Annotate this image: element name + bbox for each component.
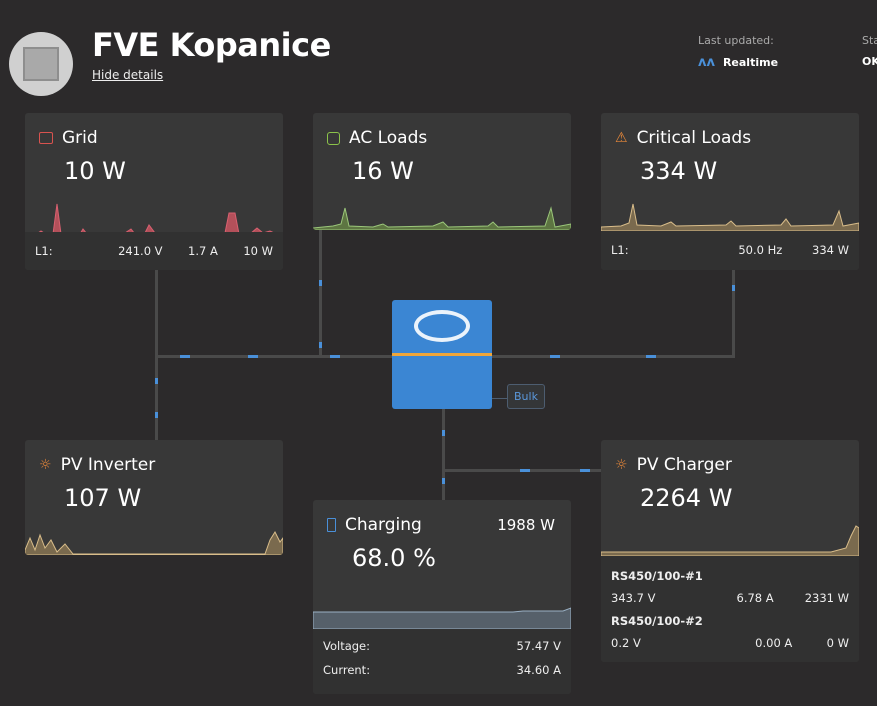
device-voltage: 0.2 V — [611, 636, 641, 650]
mppt-device: RS450/100-#1 343.7 V 6.78 A 2331 W — [601, 569, 859, 605]
pv-charger-title: PV Charger — [636, 455, 732, 475]
victron-logo-icon — [414, 310, 470, 342]
charger-state-badge: Bulk — [507, 384, 545, 409]
realtime-label: Realtime — [722, 56, 779, 69]
grid-title: Grid — [62, 128, 98, 148]
battery-current: 34.60 A — [516, 663, 561, 677]
grid-icon — [39, 132, 53, 144]
battery-icon — [327, 518, 336, 532]
last-updated-value: ʌʌ Realtime — [698, 55, 778, 70]
hide-details-link[interactable]: Hide details — [92, 68, 164, 82]
inverter-charger[interactable] — [392, 300, 492, 409]
pv-inverter-title: PV Inverter — [60, 455, 156, 475]
sun-icon: ☼ — [39, 457, 52, 473]
pv-inverter-chart — [25, 530, 283, 555]
last-updated-label: Last updated: — [698, 34, 774, 47]
battery-card[interactable]: Charging 1988 W 68.0 % Voltage: 57.47 V C… — [313, 500, 571, 694]
grid-phase: L1: — [35, 244, 53, 258]
pv-charger-chart — [601, 525, 859, 556]
warning-icon: ⚠ — [615, 130, 628, 146]
device-voltage: 343.7 V — [611, 591, 656, 605]
grid-voltage: 241.0 V — [118, 244, 163, 258]
critical-phase: L1: — [611, 243, 629, 257]
ac-loads-power: 16 W — [352, 157, 414, 185]
device-name: RS450/100-#1 — [611, 569, 703, 583]
critical-loads-card[interactable]: ⚠ Critical Loads 334 W L1: 50.0 Hz 334 W — [601, 113, 859, 270]
pv-inverter-power: 107 W — [64, 484, 142, 512]
battery-soc: 68.0 % — [352, 544, 436, 572]
status-value: OK — [862, 55, 877, 68]
connector — [442, 409, 445, 500]
grid-watts: 10 W — [243, 244, 273, 258]
ac-loads-title: AC Loads — [349, 128, 428, 148]
ac-loads-card[interactable]: AC Loads 16 W — [313, 113, 571, 230]
battery-voltage: 57.47 V — [516, 639, 561, 653]
current-label: Current: — [323, 663, 371, 677]
critical-frequency: 50.0 Hz — [738, 243, 783, 257]
voltage-label: Voltage: — [323, 639, 371, 653]
critical-loads-chart — [601, 203, 859, 231]
page-title: FVE Kopanice — [92, 26, 331, 64]
battery-power: 1988 W — [497, 516, 555, 534]
inverter-divider — [392, 353, 492, 356]
connector — [492, 398, 507, 399]
pv-charger-card[interactable]: ☼ PV Charger 2264 W RS450/100-#1 343.7 V 6… — [601, 440, 859, 662]
status-label: Status — [862, 34, 877, 47]
grid-card[interactable]: Grid 10 W L1: 241.0 V 1.7 A 10 W — [25, 113, 283, 270]
connector — [155, 355, 392, 358]
realtime-wave-icon: ʌʌ — [698, 55, 715, 70]
mppt-device: RS450/100-#2 0.2 V 0.00 A 0 W — [601, 614, 859, 650]
grid-power: 10 W — [64, 157, 126, 185]
connector — [732, 270, 735, 356]
battery-chart — [313, 607, 571, 629]
device-watts: 0 W — [826, 636, 849, 650]
device-current: 6.78 A — [736, 591, 774, 605]
critical-watts: 334 W — [812, 243, 849, 257]
device-current: 0.00 A — [755, 636, 793, 650]
sun-icon: ☼ — [615, 457, 628, 473]
pv-charger-power: 2264 W — [640, 484, 733, 512]
critical-loads-title: Critical Loads — [636, 128, 752, 148]
site-avatar — [9, 32, 73, 96]
grid-current: 1.7 A — [188, 244, 218, 258]
pv-inverter-card[interactable]: ☼ PV Inverter 107 W — [25, 440, 283, 555]
battery-state: Charging — [345, 515, 422, 535]
device-name: RS450/100-#2 — [611, 614, 703, 628]
device-watts: 2331 W — [804, 591, 849, 605]
critical-loads-power: 334 W — [640, 157, 718, 185]
ac-loads-chart — [313, 206, 571, 230]
connector — [319, 228, 322, 356]
connector — [492, 355, 735, 358]
ac-loads-icon — [327, 131, 340, 145]
